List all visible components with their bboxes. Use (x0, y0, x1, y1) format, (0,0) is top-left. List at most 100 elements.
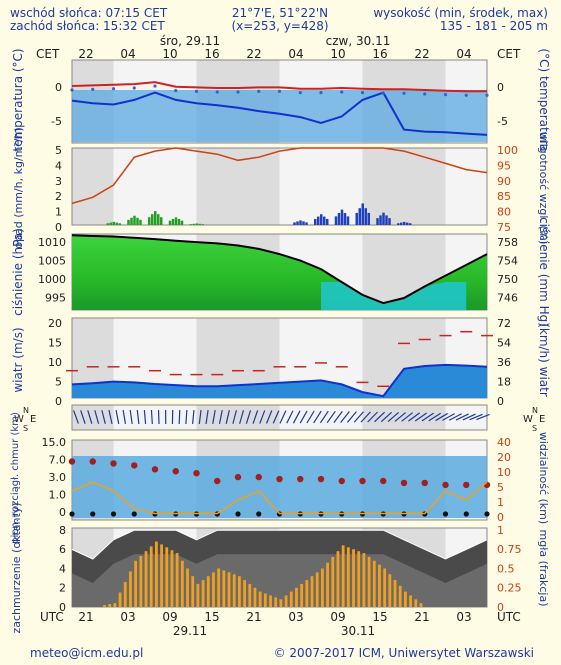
cloud-tick-right: 1 (497, 524, 504, 537)
wind-direction-arrow (101, 410, 106, 424)
wind-direction-arrow (462, 413, 476, 421)
fog-bar (118, 592, 122, 607)
fog-bar (388, 574, 392, 607)
fog-bar (175, 553, 179, 607)
svg-text:S: S (532, 424, 537, 433)
precipitation-bar (314, 218, 317, 225)
wind-direction-arrow (435, 412, 448, 422)
wind-direction-arrow (360, 411, 371, 423)
visibility-dot (297, 475, 304, 483)
footer-email[interactable]: meteo@icm.edu.pl (30, 646, 143, 660)
cloud-tick-left: 6 (59, 543, 66, 556)
svg-text:W: W (14, 414, 24, 425)
wind-tick-right: 18 (497, 376, 511, 389)
precipitation-bar (388, 218, 391, 225)
fog-bar (108, 604, 112, 607)
cloud-base-dot (90, 511, 96, 517)
precip-tick-left: 0 (55, 221, 62, 234)
wind-axis-label-left: wiatr (m/s) (11, 327, 25, 392)
wind-direction-arrow (319, 410, 329, 424)
wind-direction-arrow (245, 410, 252, 424)
panel-stripe (155, 148, 197, 225)
precipitation-bar (305, 222, 308, 225)
utc-tick: 21 (78, 610, 93, 624)
vis-axis-label-right: widzialność (km) (537, 432, 550, 524)
svg-text:W: W (523, 414, 533, 425)
svg-text:N: N (23, 406, 29, 415)
panel-stripe (445, 405, 487, 430)
utc-tick: 03 (456, 610, 471, 624)
wind-direction-arrow (414, 412, 427, 422)
cloud-ticks: 8 6 4 2 0 1 0.75 0.5 0.25 0 (59, 524, 522, 614)
precipitation-bar (157, 214, 160, 225)
fog-bar (258, 591, 262, 607)
precipitation-bar (334, 216, 338, 225)
temperature-point (236, 90, 240, 94)
panel-stripe (113, 148, 155, 225)
svg-text:N: N (532, 406, 538, 415)
temperature-point (402, 91, 406, 95)
utc-tick: 03 (120, 610, 135, 624)
precipitation-bar (189, 224, 192, 225)
wind-tick-right: 72 (497, 317, 511, 330)
temp-axis-label-right: (°C) temperatura (537, 48, 551, 151)
temperature-point (153, 84, 157, 88)
wind-direction-arrow (265, 410, 273, 424)
vis-tick-right: 1 (497, 496, 504, 509)
wind-direction-arrow (232, 410, 237, 424)
precip-tick-right: 75 (497, 221, 511, 234)
cloud-tick-right: 0.75 (497, 543, 522, 556)
wind-direction-arrow (394, 412, 407, 422)
pressure-tick-right: 754 (497, 255, 518, 268)
fog-bar (331, 556, 335, 607)
visibility-dot (380, 477, 387, 485)
wind-direction-arrow (299, 410, 308, 424)
fog-bar (409, 595, 412, 607)
visibility-dot (234, 473, 242, 481)
cloud-base-sky (72, 456, 487, 518)
footer-copyright: © 2007-2017 ICM, Uniwersytet Warszawski (274, 646, 534, 660)
compass-right-icon: W E N S (523, 406, 545, 433)
fog-bar (170, 550, 174, 607)
temperature-point (298, 91, 302, 95)
wind-direction-arrow (143, 409, 147, 425)
wind-direction-arrow (252, 410, 259, 424)
precip-tick-left: 3 (55, 175, 62, 188)
utc-tick: 21 (246, 610, 261, 624)
wind-direction-arrow (353, 411, 364, 423)
day1-top-label: śro, 29.11 (160, 34, 220, 48)
wind-direction-arrow (367, 411, 378, 423)
pressure-area (72, 235, 487, 310)
pressure-tick-left: 995 (45, 292, 66, 305)
cloud-height-line (71, 481, 488, 515)
precipitation-bar (382, 212, 385, 225)
panel-stripe (238, 405, 280, 430)
cloud-tick-left: 8 (59, 524, 66, 537)
wind-direction-arrow (198, 409, 202, 425)
pressure-low-area (321, 282, 467, 310)
precipitation-bar (139, 219, 142, 225)
wind-tick-left: 0 (55, 395, 62, 408)
wind-direction-arrow (346, 411, 357, 423)
cet-tick: 22 (246, 47, 261, 61)
fog-bar (398, 585, 402, 607)
fog-bar (378, 564, 381, 607)
fog-bar (196, 583, 200, 607)
fog-bar (274, 597, 278, 607)
panel-stripe (362, 405, 404, 430)
wind-tick-left: 5 (55, 376, 62, 389)
fog-bar (341, 545, 345, 607)
vis-tick-right: 5 (497, 481, 504, 494)
temperature-point (174, 89, 178, 93)
precipitation-bar (320, 214, 323, 225)
temperature-point (277, 89, 282, 93)
wind-direction-arrow (205, 409, 209, 425)
wind-direction-arrow (218, 410, 223, 424)
visibility-dot (110, 460, 117, 467)
day1-bottom-label: 29.11 (173, 624, 207, 638)
fog-bar (217, 568, 221, 607)
cloud-base-dot (463, 511, 469, 517)
wind-axis-label-right: (km/h) wiatr (537, 323, 551, 397)
sunset-text: zachód słońca: 15:32 CET (10, 19, 165, 33)
